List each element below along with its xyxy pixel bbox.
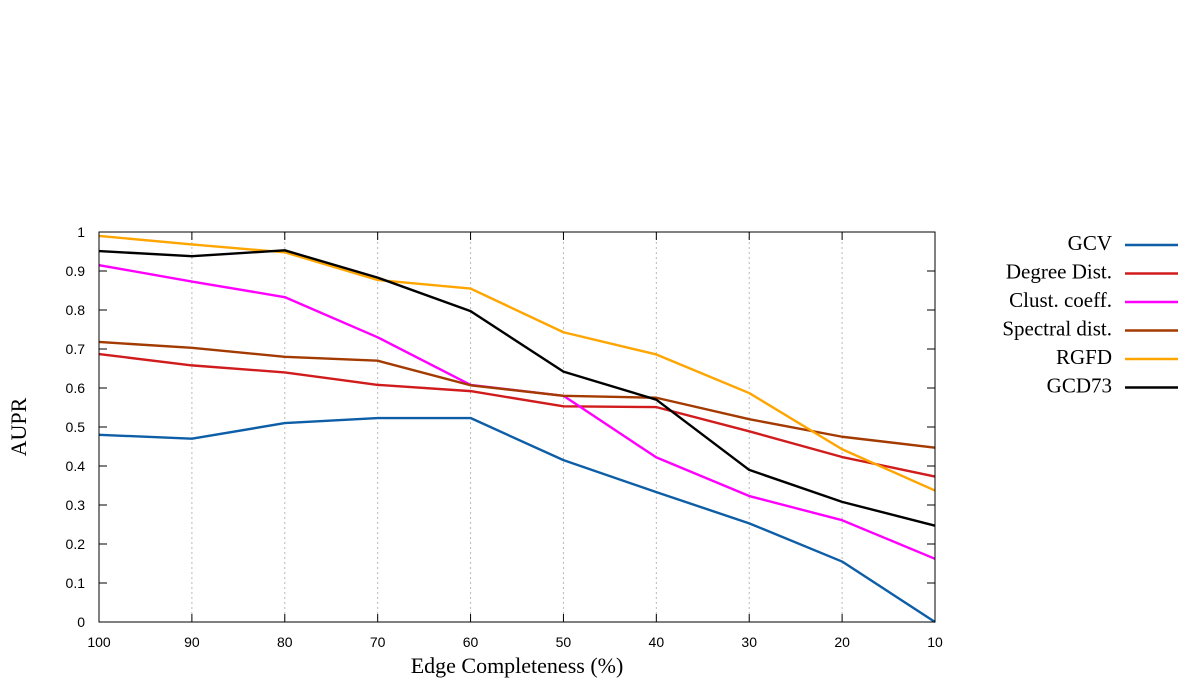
y-tick-label: 1	[77, 224, 85, 240]
series-line-degree-dist	[98, 352, 936, 478]
x-tick-label: 90	[184, 634, 200, 650]
legend-item-rgfd: RGFD	[1056, 345, 1178, 369]
y-tick-label: 0.3	[66, 497, 86, 513]
legend-label: Clust. coeff.	[1009, 288, 1112, 312]
x-axis-label: Edge Completeness (%)	[411, 653, 624, 678]
y-tick-label: 0	[77, 614, 85, 630]
legend-label: Spectral dist.	[1002, 317, 1112, 341]
y-tick-label: 0.5	[66, 419, 86, 435]
series-line-spectral-dist	[98, 340, 936, 449]
x-tick-label: 30	[741, 634, 757, 650]
y-tick-label: 0.2	[66, 536, 86, 552]
legend-label: Degree Dist.	[1006, 260, 1112, 284]
x-gridlines	[191, 232, 843, 622]
legend-label: GCD73	[1047, 374, 1112, 398]
y-tick-label: 0.7	[66, 341, 86, 357]
plot-area-frame	[98, 231, 936, 623]
x-tick-label: 100	[87, 634, 111, 650]
series-line-gcv	[98, 416, 936, 624]
legend-item-clust-coeff: Clust. coeff.	[1009, 288, 1178, 312]
x-tick-label: 80	[277, 634, 293, 650]
y-axis-label: AUPR	[6, 397, 31, 456]
series-line-rgfd	[98, 234, 936, 492]
legend-label: RGFD	[1056, 345, 1112, 369]
x-tick-label: 60	[463, 634, 479, 650]
y-tick-label: 0.9	[66, 263, 86, 279]
legend: GCV Degree Dist. Clust. coeff. Spectral dis…	[1002, 231, 1178, 398]
y-tick-label: 0.4	[66, 458, 86, 474]
y-tick-label: 0.6	[66, 380, 86, 396]
legend-item-gcv: GCV	[1068, 231, 1178, 255]
y-tick-label: 0.1	[66, 575, 86, 591]
series-line-gcd73	[98, 249, 936, 527]
x-tick-label: 50	[556, 634, 572, 650]
axis-ticks: 0 0.1 0.2 0.3 0.4 0.5 0.6 0.7 0.8 0.9 1 100 90 80 70 60…	[66, 224, 943, 650]
series-lines	[98, 234, 936, 624]
legend-label: GCV	[1068, 231, 1112, 255]
legend-item-degree-dist: Degree Dist.	[1006, 260, 1178, 284]
x-tick-label: 20	[834, 634, 850, 650]
legend-item-spectral-dist: Spectral dist.	[1002, 317, 1178, 341]
x-tick-label: 40	[649, 634, 665, 650]
x-tick-label: 10	[927, 634, 943, 650]
legend-item-gcd73: GCD73	[1047, 374, 1178, 398]
x-tick-label: 70	[370, 634, 386, 650]
y-tick-label: 0.8	[66, 302, 86, 318]
